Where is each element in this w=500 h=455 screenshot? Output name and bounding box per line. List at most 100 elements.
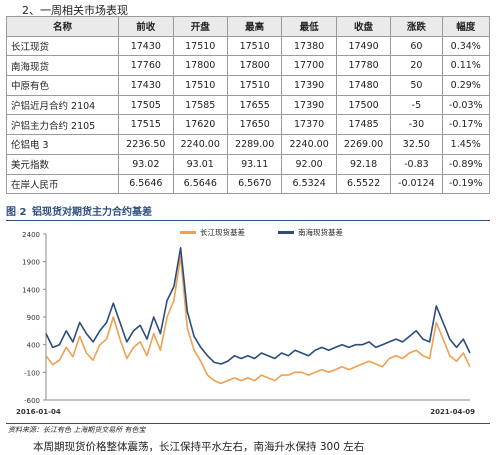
series-line-0: [45, 255, 471, 385]
table-cell-name: 长江现货: [5, 35, 120, 57]
figure-header: 图 2 铝现货对期货主力合约基差: [6, 200, 490, 221]
series-line-1: [45, 246, 471, 365]
table-cell: 17505: [118, 94, 174, 116]
table-cell: 50: [390, 75, 443, 96]
table-cell: 92.18: [335, 153, 392, 175]
table-cell: 17780: [335, 55, 392, 77]
summary-text: 本周期现货价格整体震荡，长江保持平水左右，南海升水保持 300 左右: [33, 441, 365, 453]
table-cell-name: 中原有色: [5, 75, 120, 96]
table-cell: 17800: [226, 55, 283, 77]
table-cell: 1.45%: [441, 134, 490, 155]
y-tick-label: -100: [24, 369, 40, 377]
table-header-cell: 收盘: [335, 16, 392, 37]
table-cell: 17620: [172, 114, 228, 136]
table-cell: 17510: [172, 35, 228, 57]
legend-label-0: 长江现货基差: [200, 227, 245, 237]
table-cell: 17430: [118, 35, 174, 57]
table-row: 在岸人民币 6.5646 6.5646 6.5670 6.5324 6.5522 -0.01…: [5, 173, 490, 195]
table-cell: 17390: [281, 75, 337, 96]
y-tick-label: 1400: [22, 286, 40, 294]
table-cell: 2289.00: [226, 134, 283, 155]
table-row: 中原有色 17430 17510 17510 17390 17480 50 0.29%: [5, 75, 490, 96]
section-title: 2、一周相关市场表现: [22, 4, 128, 17]
table-cell: -0.0124: [390, 173, 443, 195]
table-cell: 6.5646: [172, 173, 228, 195]
table-cell: 17490: [335, 35, 392, 57]
table-cell: 17380: [281, 35, 337, 57]
figure-number: 图 2: [6, 207, 27, 218]
figure-title: 铝现货对期货主力合约基差: [32, 207, 152, 218]
legend-swatch-0: [180, 231, 196, 234]
table-cell: 2236.50: [118, 134, 174, 155]
table-cell: 6.5670: [226, 173, 283, 195]
table-cell: -0.89%: [441, 153, 490, 175]
table-cell: 6.5522: [335, 173, 392, 195]
table-cell: 0.34%: [441, 35, 490, 57]
table-cell: -0.83: [390, 153, 443, 175]
table-cell: 0.11%: [441, 55, 490, 77]
table-cell: -30: [390, 114, 443, 136]
table-cell: 17485: [335, 114, 392, 136]
table-header-cell: 最低: [281, 16, 337, 37]
table-cell: 17760: [118, 55, 174, 77]
table-cell: 2240.00: [172, 134, 228, 155]
table-cell: 32.50: [390, 134, 443, 155]
table-cell: 17510: [226, 75, 283, 96]
legend-swatch-1: [278, 231, 294, 234]
table-header-cell: 最高: [226, 16, 283, 37]
source-divider: [6, 423, 490, 424]
table-header-cell: 涨跌: [390, 16, 443, 37]
table-cell: -0.03%: [441, 94, 490, 116]
table-cell: 17390: [281, 94, 337, 116]
table-cell: 60: [390, 35, 443, 57]
table-body: 长江现货 17430 17510 17510 17380 17490 60 0.34% 南海现货…: [5, 35, 490, 195]
table-cell: 6.5646: [118, 173, 174, 195]
table-row: 南海现货 17760 17800 17800 17700 17780 20 0.11%: [5, 55, 490, 77]
table-cell: 17510: [172, 75, 228, 96]
table-cell: -5: [390, 94, 443, 116]
table-cell: 93.02: [118, 153, 174, 175]
figure-source: 资料来源：长江有色 上海期货交易所 有色宝: [8, 426, 146, 434]
table-header-cell: 幅度: [441, 16, 490, 37]
table-cell: 20: [390, 55, 443, 77]
table-cell: 17700: [281, 55, 337, 77]
table-cell: 17585: [172, 94, 228, 116]
table-row: 沪铝主力合约 2105 17515 17620 17650 17370 17485 -30-…: [5, 114, 490, 136]
table-cell: 93.11: [226, 153, 283, 175]
table-header-row: 名称 前收 开盘 最高 最低 收盘 涨跌 幅度: [5, 16, 490, 37]
table-row: 美元指数 93.02 93.01 93.11 92.00 92.18 -0.83 -0.89%: [5, 153, 490, 175]
table-cell: 2269.00: [335, 134, 392, 155]
table-header-cell: 开盘: [172, 16, 228, 37]
table-cell: 17800: [172, 55, 228, 77]
table-header-cell: 名称: [5, 16, 120, 37]
y-tick-label: -600: [24, 397, 40, 405]
table-cell: 17650: [226, 114, 283, 136]
table-cell: 2240.00: [281, 134, 337, 155]
table-cell-name: 南海现货: [5, 55, 120, 77]
table-cell: 17370: [281, 114, 337, 136]
table-cell: 92.00: [281, 153, 337, 175]
table-cell: -0.19%: [441, 173, 490, 195]
market-table: 名称 前收 开盘 最高 最低 收盘 涨跌 幅度 长江现货 17430 17510 17510 1738…: [5, 16, 490, 195]
table-cell: 17655: [226, 94, 283, 116]
table-cell: 17515: [118, 114, 174, 136]
table-cell: 93.01: [172, 153, 228, 175]
table-cell-name: 在岸人民币: [5, 173, 120, 195]
table-row: 长江现货 17430 17510 17510 17380 17490 60 0.34%: [5, 35, 490, 57]
table-cell: 17430: [118, 75, 174, 96]
table-cell: 17510: [226, 35, 283, 57]
table-row: 伦铝电 3 2236.50 2240.00 2289.00 2240.00 2269.00…: [5, 134, 490, 155]
table-cell-name: 美元指数: [5, 153, 120, 175]
table-header-cell: 前收: [118, 16, 174, 37]
legend-label-1: 南海现货基差: [298, 227, 343, 237]
table-cell-name: 沪铝主力合约 2105: [5, 114, 120, 136]
y-tick-label: 400: [27, 342, 40, 350]
table-cell: 6.5324: [281, 173, 337, 195]
table-cell: -0.17%: [441, 114, 490, 136]
table-cell: 0.29%: [441, 75, 490, 96]
basis-line-chart: 2400 1900 1400 900 400 -100 -600 长江现货基差 南海现货基差 20…: [16, 227, 475, 416]
table-cell: 17500: [335, 94, 392, 116]
y-tick-label: 2400: [22, 231, 40, 239]
y-tick-label: 900: [27, 314, 40, 322]
table-cell-name: 伦铝电 3: [5, 134, 120, 155]
